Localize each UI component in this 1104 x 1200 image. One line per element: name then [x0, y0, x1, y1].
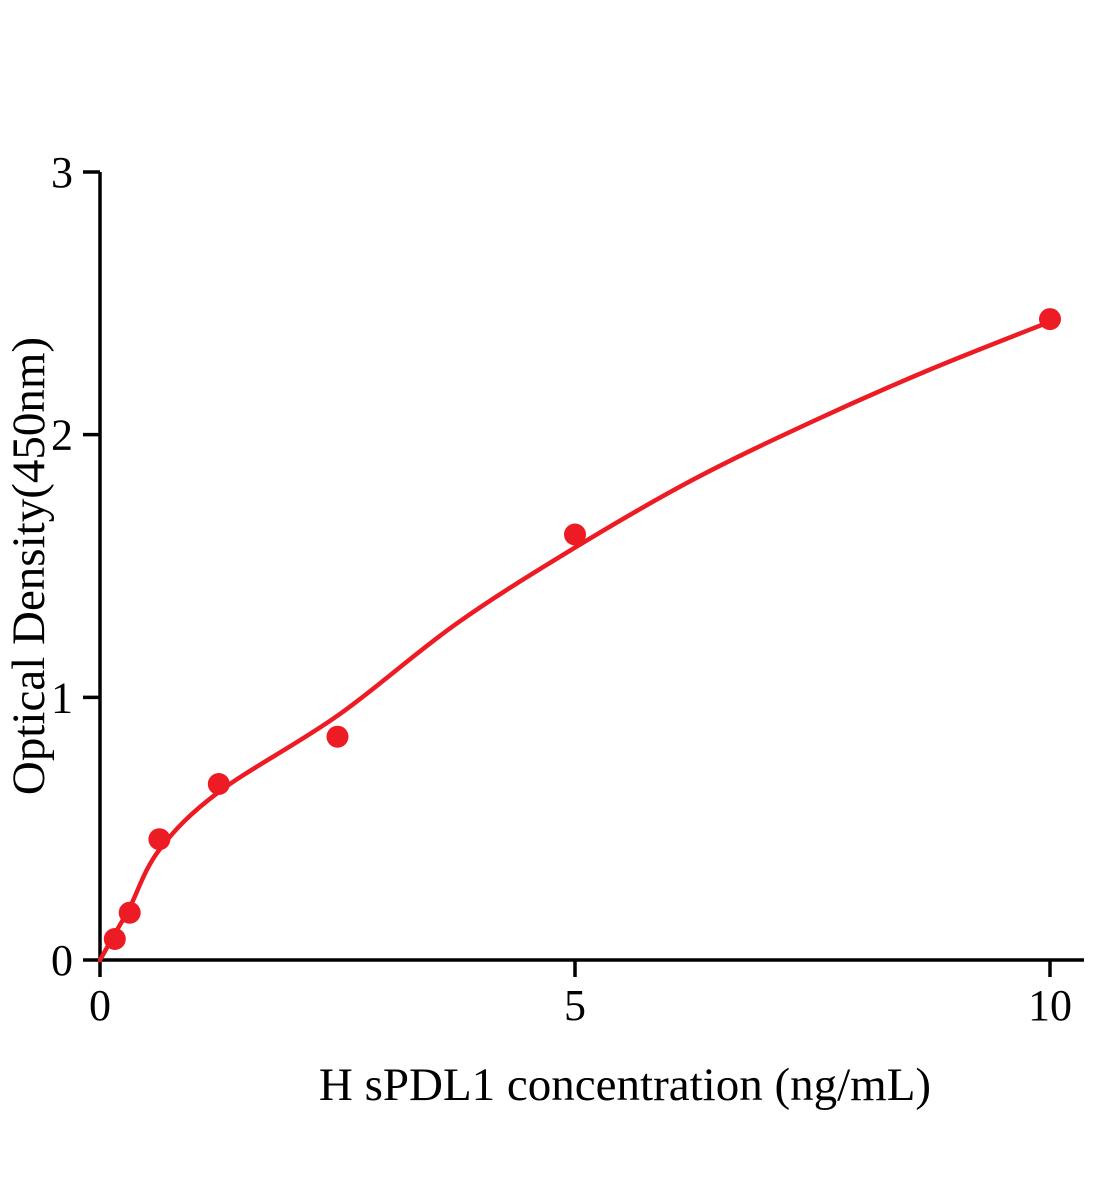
- x-tick-label: 0: [89, 981, 111, 1030]
- x-tick-label: 10: [1028, 981, 1072, 1030]
- data-point: [118, 901, 141, 924]
- data-point: [148, 828, 171, 851]
- data-point: [326, 725, 349, 748]
- y-tick-label: 3: [51, 148, 73, 197]
- x-axis-title: H sPDL1 concentration (ng/mL): [319, 1059, 931, 1111]
- y-tick-label: 2: [51, 411, 73, 460]
- chart-axes: 0 5 10 0 1 2 3: [51, 148, 1084, 1030]
- y-axis-title: Optical Density(450nm): [3, 337, 55, 795]
- data-point: [103, 928, 126, 950]
- data-point: [207, 773, 230, 795]
- data-point: [1039, 308, 1061, 331]
- x-tick-label: 5: [564, 981, 586, 1030]
- y-tick-label: 1: [51, 673, 73, 722]
- chart-series: [97, 308, 1061, 963]
- data-point: [564, 523, 586, 546]
- y-tick-label: 0: [51, 936, 73, 985]
- fit-curve: [97, 319, 1053, 963]
